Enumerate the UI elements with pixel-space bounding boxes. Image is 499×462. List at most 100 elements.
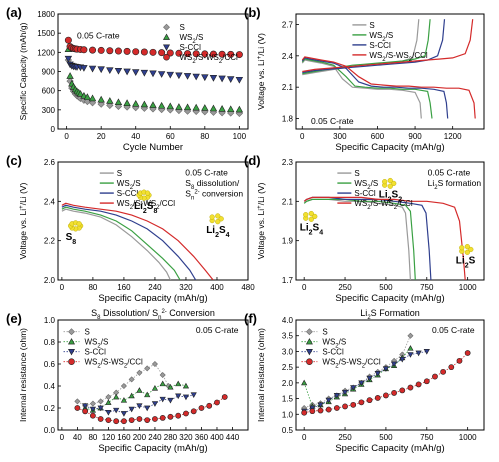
plot-frame — [57, 161, 249, 281]
chart-title: S8 Dissolution/ Sn2- Conversion — [91, 308, 215, 321]
data-point — [114, 68, 123, 75]
data-point — [121, 418, 127, 425]
data-point — [136, 387, 143, 393]
data-point — [88, 99, 97, 107]
chart-panel-c: (c) 0 80 160 240 320 400 480 2.0 2.2 2.4 2.6 Specifi… — [6, 153, 255, 304]
species-label: Li2S — [456, 255, 476, 269]
species-label: Li2S8 — [134, 201, 157, 215]
y-tick-label: 0.4 — [44, 382, 56, 391]
legend-entry: S — [117, 169, 122, 178]
data-point — [114, 98, 123, 106]
x-tick-label: 160 — [117, 283, 131, 292]
data-point — [64, 55, 73, 63]
data-point — [190, 392, 197, 399]
x-tick-label: 250 — [338, 283, 352, 292]
plot-frame — [295, 161, 485, 281]
legend-entry: S — [369, 21, 374, 30]
data-point — [415, 350, 422, 357]
y-tick-label: 0.6 — [44, 360, 56, 369]
data-point — [140, 69, 149, 77]
plot-area — [64, 36, 244, 117]
species-label: Li2S2 — [379, 189, 402, 203]
plot-area — [301, 19, 476, 119]
data-point — [159, 414, 166, 421]
y-tick-label: 1500 — [37, 29, 55, 38]
data-point — [113, 407, 120, 414]
x-tick-label: 500 — [379, 433, 393, 442]
data-point — [301, 379, 308, 386]
data-point — [105, 393, 112, 401]
legend-entry: S-CCl — [322, 348, 344, 357]
data-point — [136, 369, 143, 376]
legend-entry: WS2/S — [85, 338, 109, 350]
y-tick-label: 1.0 — [282, 410, 294, 419]
data-point — [309, 408, 316, 415]
series-ws2-s — [64, 45, 244, 113]
x-tick-label: 500 — [379, 283, 393, 292]
species-label: Li2S4 — [206, 225, 229, 239]
data-point — [120, 382, 127, 390]
x-tick-label: 0 — [60, 433, 65, 442]
data-point — [227, 76, 235, 83]
data-point — [366, 397, 373, 404]
data-point — [201, 50, 209, 58]
data-point — [66, 72, 74, 79]
data-point — [399, 356, 406, 363]
panel-label: (d) — [244, 153, 261, 168]
data-point — [183, 73, 192, 80]
x-tick-label: 600 — [371, 132, 385, 141]
series-s — [303, 198, 411, 280]
data-point — [167, 397, 174, 404]
data-point — [120, 411, 128, 417]
y-tick-label: 2.0 — [44, 276, 56, 285]
data-point — [227, 105, 235, 113]
x-tick-label: 360 — [195, 433, 209, 442]
y-tick-label: 900 — [42, 68, 56, 77]
data-point — [350, 401, 357, 408]
y-tick-label: 0.5 — [282, 426, 294, 435]
data-point — [407, 345, 414, 351]
y-axis-label: Internal resistance (ohm) — [256, 328, 266, 422]
annotation: Sn2- conversion — [185, 189, 243, 202]
y-axis-label: Voltage vs. Li+/Li (V) — [256, 33, 266, 110]
data-point — [333, 405, 340, 411]
y-tick-label: 600 — [42, 87, 56, 96]
y-tick-label: 2.4 — [282, 52, 294, 61]
data-point — [235, 76, 244, 84]
y-tick-label: 2.7 — [282, 20, 294, 29]
x-tick-label: 160 — [117, 433, 131, 442]
y-axis-label: Voltage vs. Li+/Li (V) — [256, 182, 266, 259]
x-tick-label: 280 — [164, 433, 178, 442]
species-label: S8 — [66, 232, 77, 246]
data-point — [382, 366, 390, 372]
series-line — [303, 198, 411, 280]
data-point — [423, 378, 430, 385]
series-line — [301, 56, 476, 119]
y-tick-label: 1.0 — [44, 316, 56, 325]
data-point — [407, 352, 414, 358]
data-point — [342, 403, 348, 410]
legend-swatch — [305, 348, 313, 356]
x-tick-label: 1000 — [459, 433, 477, 442]
data-point — [325, 397, 332, 404]
data-point — [128, 392, 135, 399]
data-point — [167, 383, 174, 390]
data-point — [167, 413, 174, 420]
x-axis-label: Specific Capacity (mAh/g) — [335, 293, 444, 304]
x-tick-label: 240 — [148, 283, 162, 292]
annotation: 0.05 C-rate — [77, 31, 120, 41]
data-point — [432, 373, 438, 380]
data-point — [209, 75, 218, 82]
y-tick-label: 2.1 — [282, 83, 294, 92]
data-point — [218, 50, 226, 58]
legend-swatch — [163, 53, 170, 61]
data-point — [136, 416, 143, 422]
data-point — [97, 405, 104, 412]
x-tick-label: 100 — [233, 132, 247, 141]
data-point — [152, 416, 158, 422]
series-ws2-s — [61, 206, 181, 280]
x-tick-label: 750 — [420, 433, 434, 442]
series-ws2-s-ws2-ccl — [74, 394, 228, 425]
legend-entry: S — [180, 23, 185, 32]
